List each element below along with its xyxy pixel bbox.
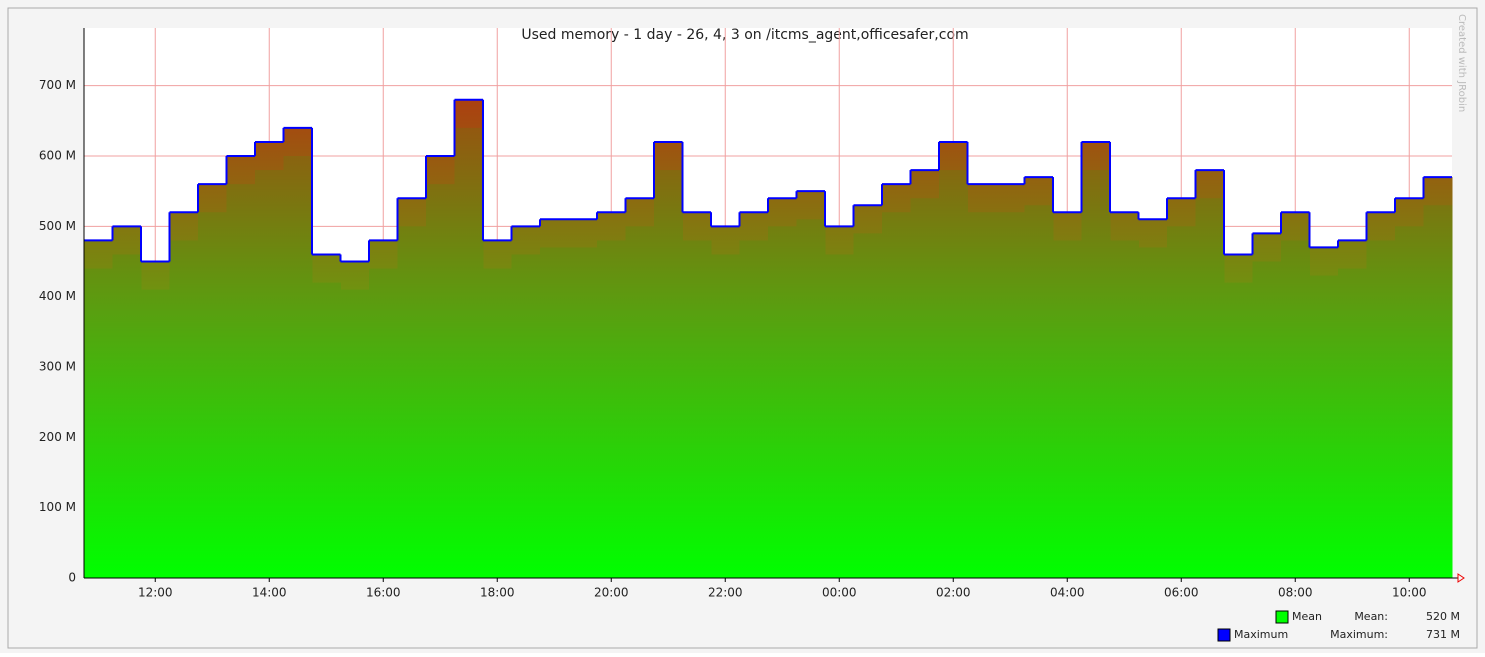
mean-bar (340, 289, 370, 578)
x-tick-label: 06:00 (1164, 586, 1199, 600)
y-tick-label: 500 M (39, 219, 76, 233)
mean-bar (1138, 247, 1168, 578)
mean-bar (369, 268, 398, 578)
legend-stat: 731 M (1426, 628, 1460, 641)
x-tick-label: 12:00 (138, 586, 173, 600)
x-tick-label: 20:00 (594, 586, 629, 600)
mean-bar (568, 247, 598, 578)
mean-bar (1281, 240, 1310, 578)
mean-bar (1167, 226, 1196, 579)
watermark: Created with JRobin (1456, 14, 1467, 112)
mean-bar (426, 184, 455, 578)
mean-bar (397, 226, 427, 579)
mean-bar (1366, 240, 1396, 578)
mean-bar (198, 212, 227, 578)
x-tick-label: 14:00 (252, 586, 287, 600)
mean-bar (682, 240, 712, 578)
mean-bar (1024, 205, 1054, 578)
legend-swatch (1217, 628, 1231, 642)
y-tick-label: 700 M (39, 78, 76, 92)
mean-bar (141, 289, 170, 578)
x-tick-label: 10:00 (1392, 586, 1427, 600)
mean-bar (1252, 261, 1282, 578)
x-tick-label: 22:00 (708, 586, 743, 600)
mean-bar (882, 212, 911, 578)
legend-label: Maximum (1234, 628, 1288, 641)
mean-bar (1395, 226, 1424, 579)
mean-bar (853, 233, 883, 578)
mean-bar (169, 240, 199, 578)
mean-bar (1423, 205, 1453, 578)
y-tick-label: 200 M (39, 430, 76, 444)
mean-bar (312, 282, 341, 578)
mean-bar (796, 219, 826, 578)
mean-bar (711, 254, 740, 578)
mean-bar (1309, 275, 1339, 578)
mean-bar (454, 127, 484, 578)
mean-bar (112, 254, 142, 578)
x-tick-label: 02:00 (936, 586, 971, 600)
y-tick-label: 0 (68, 571, 76, 585)
x-tick-label: 08:00 (1278, 586, 1313, 600)
mean-bar (597, 240, 626, 578)
mean-bar (996, 212, 1025, 578)
y-tick-label: 600 M (39, 149, 76, 163)
y-tick-label: 400 M (39, 289, 76, 303)
legend-swatch (1275, 610, 1289, 624)
mean-bar (768, 226, 797, 579)
legend-stat-label: Maximum: (1330, 628, 1388, 641)
mean-bar (1195, 198, 1225, 579)
mean-bar (1110, 240, 1139, 578)
mean-bar (1224, 282, 1253, 578)
chart-title: Used memory - 1 day - 26, 4, 3 on /itcms… (521, 27, 968, 43)
legend-label: Mean (1292, 610, 1322, 623)
x-tick-label: 04:00 (1050, 586, 1085, 600)
mean-bar (226, 184, 256, 578)
x-tick-label: 16:00 (366, 586, 401, 600)
axis-arrow (1457, 573, 1465, 583)
mean-bar (1338, 268, 1367, 578)
mean-bar (739, 240, 769, 578)
x-tick-label: 00:00 (822, 586, 857, 600)
legend-stat: 520 M (1426, 610, 1460, 623)
mean-bar (625, 226, 655, 579)
x-tick-label: 18:00 (480, 586, 515, 600)
mean-bar (511, 254, 541, 578)
mean-bar (1081, 170, 1111, 579)
y-tick-label: 300 M (39, 360, 76, 374)
mean-bar (283, 156, 313, 578)
mean-bar (483, 268, 512, 578)
mean-bar (967, 212, 997, 578)
mean-bar (825, 254, 854, 578)
legend-stat-label: Mean: (1354, 610, 1388, 623)
mean-bar (939, 170, 968, 579)
mean-bar (654, 170, 683, 579)
mean-bar (84, 268, 113, 578)
mean-bar (540, 247, 569, 578)
mean-bar (255, 170, 284, 579)
y-tick-label: 100 M (39, 500, 76, 514)
mean-bar (1053, 240, 1082, 578)
mean-bar (910, 198, 940, 579)
